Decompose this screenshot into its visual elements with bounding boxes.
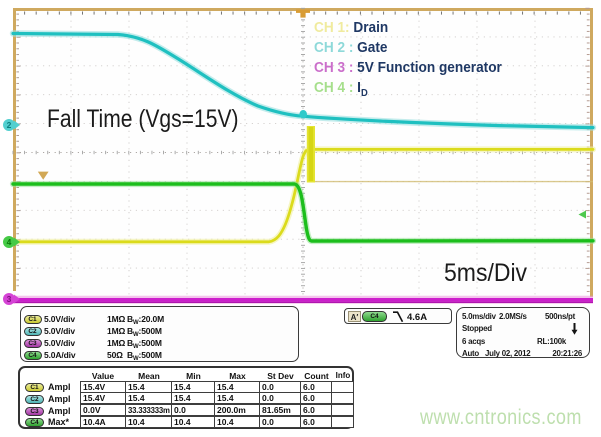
svg-text:2: 2 bbox=[7, 120, 12, 130]
svg-text:3: 3 bbox=[7, 294, 12, 304]
svg-text:4: 4 bbox=[7, 237, 12, 247]
